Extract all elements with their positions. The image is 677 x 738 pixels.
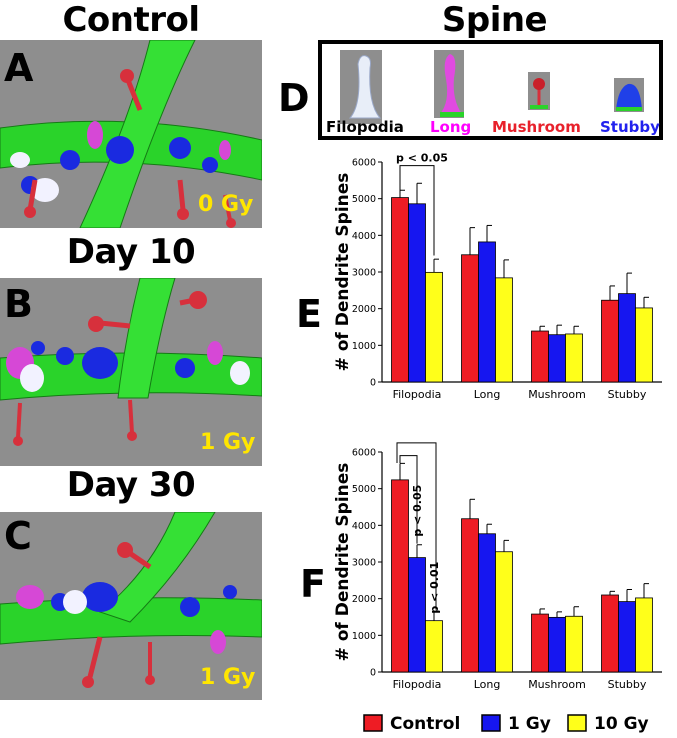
significance-bracket (399, 455, 418, 544)
p-value-annotation: p < 0.05 (411, 485, 424, 537)
legend: Control 1 Gy 10 Gy (363, 714, 649, 734)
bar-10gy-long (495, 551, 513, 673)
bar-control-long (461, 254, 479, 383)
panel-f-letter: F (300, 562, 326, 606)
bar-10gy-mushroom (565, 615, 583, 673)
significance-bracket (396, 442, 437, 610)
y-axis-label: # of Dendrite Spines (333, 463, 353, 662)
bar-10gy-mushroom (565, 333, 583, 383)
legend-label-10gy: 10 Gy (594, 714, 649, 734)
panel-a-letter: A (4, 46, 34, 90)
y-tick-label: 2000 (352, 594, 376, 605)
bar-1gy-stubby (618, 293, 636, 383)
y-tick-label: 1000 (352, 341, 376, 352)
legend-swatch-1gy (481, 714, 501, 732)
panel-b-letter: B (4, 282, 33, 326)
bar-control-filopodia (391, 479, 409, 673)
significance-bracket (399, 165, 435, 256)
y-tick-label: 3000 (352, 268, 376, 279)
title-day30: Day 30 (66, 465, 196, 505)
dendrite-render-b (0, 278, 262, 466)
title-day10: Day 10 (66, 232, 196, 272)
panel-c-image (0, 512, 262, 700)
x-tick-label: Mushroom (528, 678, 586, 691)
bar-control-mushroom (531, 330, 549, 383)
legend-swatch-10gy (567, 714, 587, 732)
y-tick-label: 0 (370, 668, 376, 679)
dendrite-render-a (0, 40, 262, 228)
x-tick-label: Filopodia (393, 388, 442, 401)
legend-swatch-control (363, 714, 383, 732)
spine-type-icons (340, 50, 644, 124)
y-tick-label: 3000 (352, 558, 376, 569)
x-tick-label: Mushroom (528, 388, 586, 401)
y-tick-label: 4000 (352, 231, 376, 242)
bar-control-filopodia (391, 197, 409, 383)
bar-control-long (461, 518, 479, 673)
spine-label-long: Long (430, 118, 472, 136)
y-tick-label: 1000 (352, 631, 376, 642)
bar-10gy-filopodia (425, 620, 443, 673)
bar-1gy-filopodia (408, 557, 426, 673)
y-axis-label: # of Dendrite Spines (333, 173, 353, 372)
panel-c-dose: 1 Gy (200, 665, 256, 690)
bar-1gy-filopodia (408, 203, 426, 383)
y-tick-label: 6000 (352, 158, 376, 169)
bar-10gy-stubby (635, 307, 653, 383)
y-tick-label: 0 (370, 378, 376, 389)
spine-label-stubby: Stubby (600, 118, 660, 136)
y-tick-label: 5000 (352, 484, 376, 495)
bar-1gy-long (478, 533, 496, 673)
bar-control-stubby (601, 299, 619, 383)
bar-1gy-mushroom (548, 616, 566, 673)
spine-label-filopodia: Filopodia (326, 118, 404, 136)
panel-d-letter: D (278, 76, 310, 120)
p-value-annotation: p < 0.05 (396, 152, 448, 165)
bar-10gy-long (495, 277, 513, 383)
p-value-annotation: p < 0.01 (428, 562, 441, 614)
legend-label-control: Control (390, 714, 460, 734)
spine-label-mushroom: Mushroom (492, 118, 581, 136)
panel-e-letter: E (296, 292, 322, 336)
legend-label-1gy: 1 Gy (508, 714, 551, 734)
y-tick-label: 2000 (352, 304, 376, 315)
y-tick-label: 5000 (352, 194, 376, 205)
panel-a-dose: 0 Gy (198, 192, 254, 217)
x-tick-label: Long (474, 678, 501, 691)
bar-10gy-stubby (635, 597, 653, 673)
x-tick-label: Long (474, 388, 501, 401)
bar-10gy-filopodia (425, 271, 443, 383)
bar-control-stubby (601, 594, 619, 673)
x-tick-label: Stubby (608, 388, 647, 401)
spine-classification-box: Filopodia Long Mushroom Stubby (318, 40, 663, 140)
title-control: Control (62, 0, 200, 40)
bar-1gy-stubby (618, 601, 636, 673)
x-tick-label: Stubby (608, 678, 647, 691)
chart-f: # of Dendrite Spines 0 1000 2000 3000 4000 500… (333, 442, 662, 691)
y-tick-label: 4000 (352, 521, 376, 532)
panel-a-image (0, 40, 262, 228)
bar-1gy-long (478, 241, 496, 383)
panel-b-image (0, 278, 262, 466)
y-tick-label: 6000 (352, 448, 376, 459)
panel-b-dose: 1 Gy (200, 430, 256, 455)
chart-e: # of Dendrite Spines 0 1000 2000 3000 4000 500… (333, 152, 662, 401)
bar-control-mushroom (531, 613, 549, 673)
x-tick-label: Filopodia (393, 678, 442, 691)
dendrite-render-c (0, 512, 262, 700)
panel-c-letter: C (4, 514, 32, 558)
bar-1gy-mushroom (548, 334, 566, 383)
